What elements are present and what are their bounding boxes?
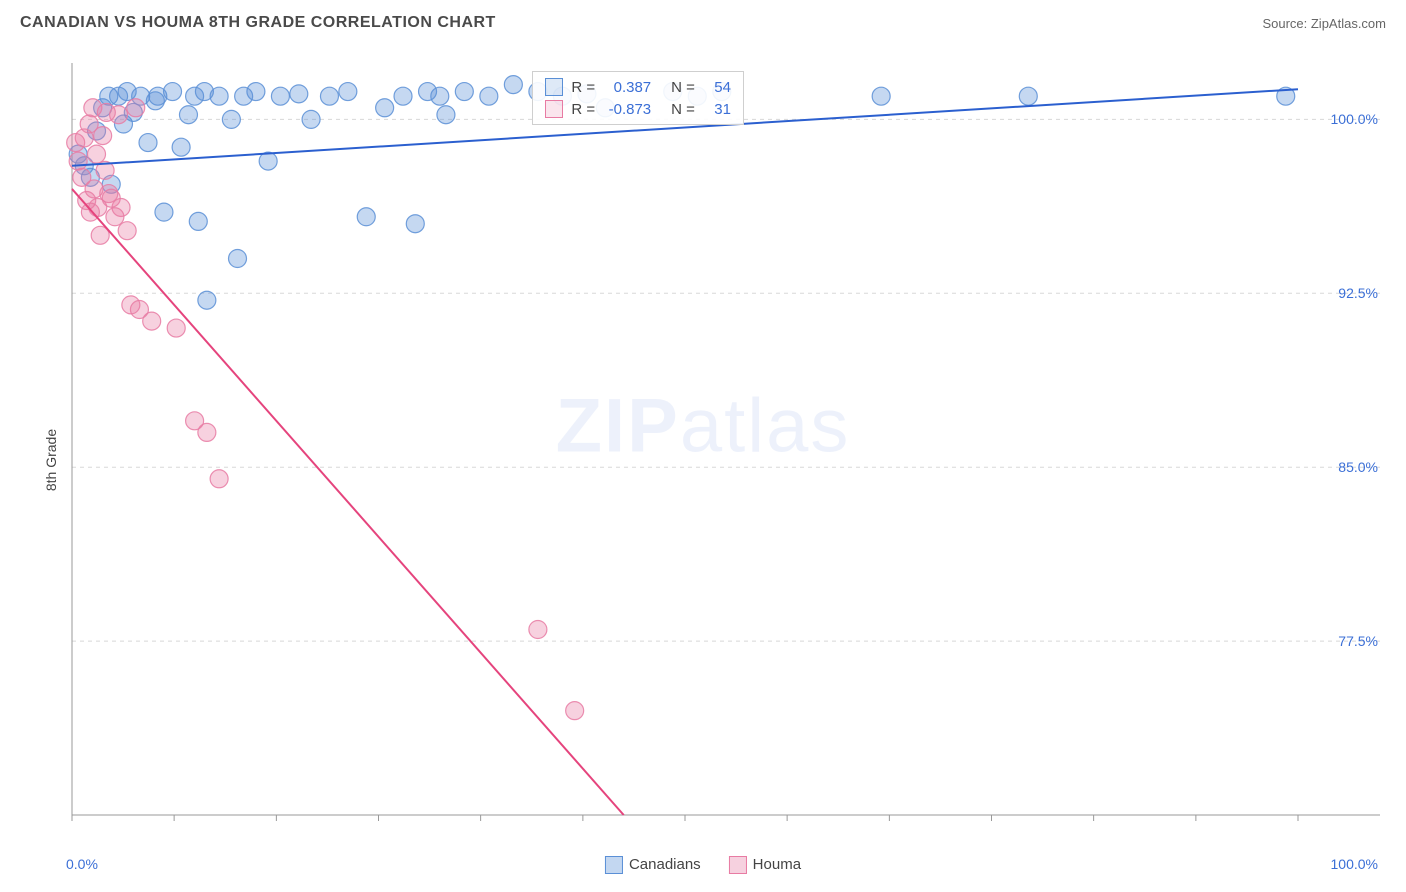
legend-item: Houma [729,856,801,874]
source-link[interactable]: ZipAtlas.com [1311,16,1386,31]
n-value: 31 [703,101,731,118]
legend: Canadians Houma [605,856,801,874]
y-tick-label: 92.5% [1338,285,1378,301]
chart-container: 8th Grade ZIPatlas R = 0.387N = 54R = -0… [20,45,1386,874]
n-label: N = [671,79,695,96]
source-label: Source: [1262,16,1310,31]
stats-row: R = -0.873 N = 31 [545,98,731,120]
r-label: R = [571,101,595,118]
x-tick-label-right: 100.0% [1331,856,1378,872]
correlation-stats-box: R = 0.387 N = 54 R = -0.873 N = 31 [532,71,744,125]
legend-swatch [729,856,747,874]
n-label: N = [671,101,695,118]
x-tick-label-left: 0.0% [66,856,98,872]
r-value: 0.387 [603,79,651,96]
legend-item: Canadians [605,856,701,874]
n-value: 54 [703,79,731,96]
y-tick-label: 77.5% [1338,633,1378,649]
y-tick-label: 100.0% [1331,111,1378,127]
scatter-plot [50,45,1386,874]
legend-label: Canadians [629,856,701,873]
r-label: R = [571,79,595,96]
r-value: -0.873 [603,101,651,118]
legend-swatch [605,856,623,874]
chart-title: CANADIAN VS HOUMA 8TH GRADE CORRELATION … [20,14,496,32]
series-swatch [545,78,563,96]
legend-label: Houma [753,856,801,873]
source-attribution: Source: ZipAtlas.com [1262,16,1386,31]
stats-row: R = 0.387 N = 54 [545,76,731,98]
series-swatch [545,100,563,118]
y-tick-label: 85.0% [1338,459,1378,475]
